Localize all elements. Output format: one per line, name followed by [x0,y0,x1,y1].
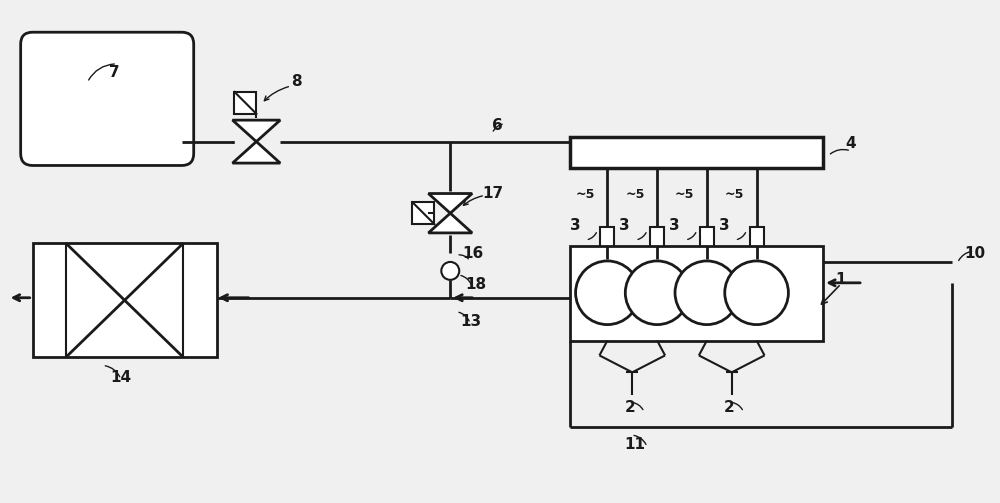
Text: ~5: ~5 [675,188,694,201]
Text: 13: 13 [460,313,481,328]
Text: 4: 4 [845,136,856,150]
Text: 3: 3 [719,218,729,233]
Text: 1: 1 [835,272,846,287]
Text: 10: 10 [964,246,986,261]
Text: 11: 11 [624,437,645,452]
Text: 8: 8 [291,74,302,89]
FancyBboxPatch shape [700,227,714,259]
Text: ~5: ~5 [576,188,595,201]
Text: 18: 18 [465,277,486,292]
Polygon shape [232,120,280,142]
FancyBboxPatch shape [33,243,217,358]
FancyBboxPatch shape [21,32,194,165]
Text: 14: 14 [110,370,131,385]
Circle shape [576,261,639,324]
Polygon shape [232,142,280,163]
Circle shape [675,261,739,324]
Text: ~5: ~5 [725,188,744,201]
FancyBboxPatch shape [750,227,764,259]
Circle shape [441,262,459,280]
Text: 16: 16 [462,246,483,261]
FancyBboxPatch shape [600,227,614,259]
Text: 2: 2 [624,400,635,415]
FancyBboxPatch shape [570,137,823,169]
Text: 6: 6 [492,118,503,133]
Circle shape [625,261,689,324]
Text: 3: 3 [619,218,630,233]
Text: 3: 3 [669,218,680,233]
Text: 17: 17 [482,186,503,201]
Text: 7: 7 [109,65,120,80]
Polygon shape [428,213,472,233]
FancyBboxPatch shape [570,246,823,341]
FancyBboxPatch shape [412,202,434,224]
Text: 2: 2 [724,400,735,415]
Text: ~5: ~5 [625,188,645,201]
Polygon shape [428,194,472,213]
FancyBboxPatch shape [650,227,664,259]
FancyBboxPatch shape [234,92,256,114]
Circle shape [725,261,788,324]
Text: 3: 3 [570,218,580,233]
